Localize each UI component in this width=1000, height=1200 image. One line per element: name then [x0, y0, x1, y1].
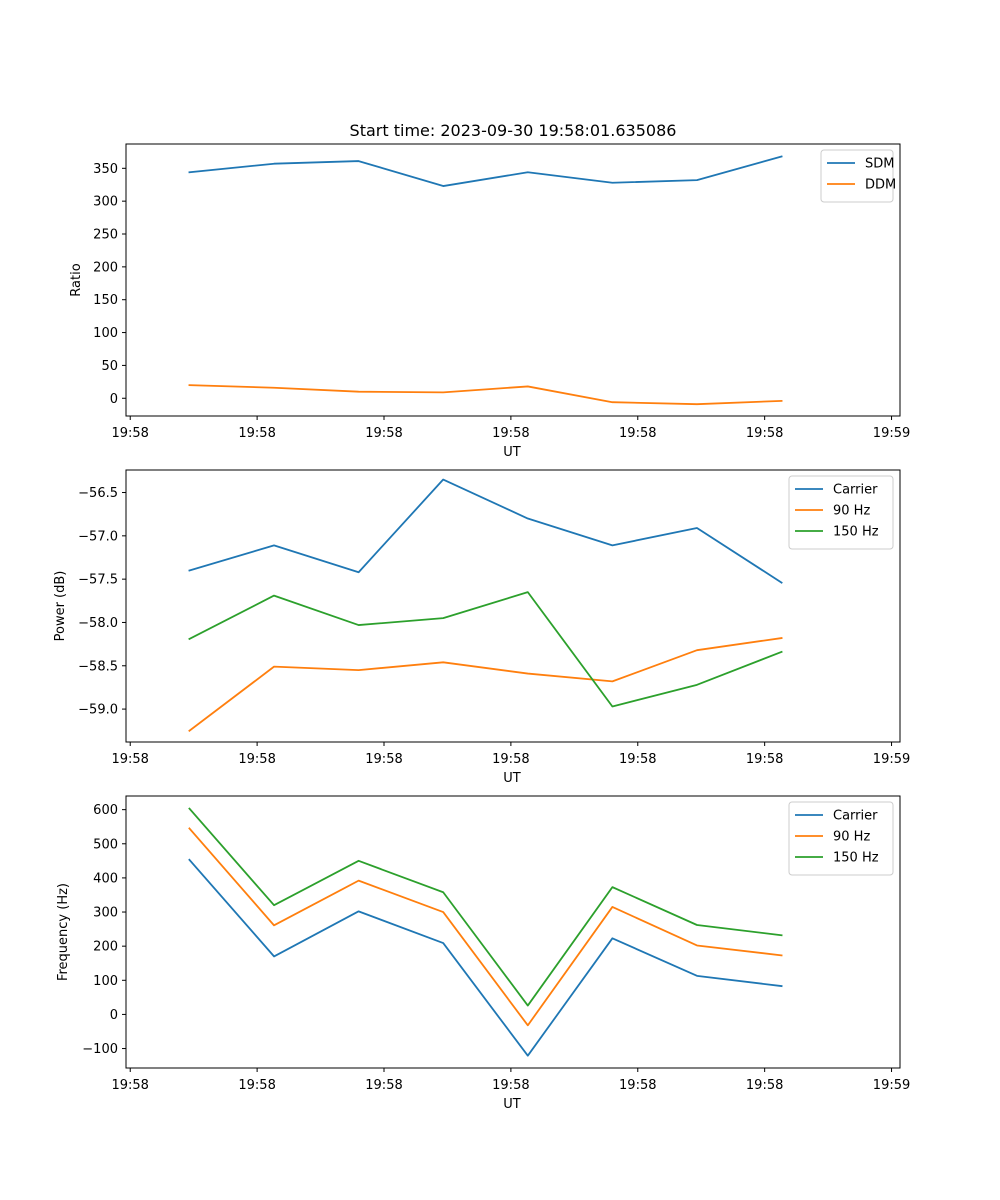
series-line-150-hz: [188, 807, 783, 1007]
legend-label: SDM: [865, 157, 894, 172]
x-tick-label: 19:58: [365, 426, 402, 441]
x-tick-label: 19:58: [619, 426, 656, 441]
y-tick-label: −58.5: [78, 659, 118, 674]
series-line-carrier: [188, 858, 783, 1057]
legend: SDM DDM: [820, 149, 896, 203]
series-line-90-hz: [188, 827, 783, 1027]
series-line-carrier: [188, 478, 783, 584]
x-tick-label: 19:59: [873, 752, 910, 767]
legend-label: DDM: [865, 178, 896, 193]
y-tick-label: 0: [110, 392, 118, 407]
x-tick-label: 19:59: [873, 426, 910, 441]
x-tick-label: 19:58: [492, 752, 529, 767]
x-tick-label: 19:58: [238, 426, 275, 441]
y-tick-label: 300: [93, 906, 118, 921]
legend-label: 150 Hz: [833, 525, 879, 540]
y-tick-label: 600: [93, 803, 118, 818]
x-tick-label: 19:58: [111, 752, 148, 767]
x-tick-label: 19:58: [619, 752, 656, 767]
y-tick-label: 100: [93, 326, 118, 341]
x-tick-label: 19:58: [746, 1078, 783, 1093]
y-tick-label: −59.0: [78, 703, 118, 718]
x-tick-label: 19:58: [365, 1078, 402, 1093]
y-axis-label: Frequency (Hz): [56, 883, 71, 981]
x-tick-label: 19:58: [619, 1078, 656, 1093]
x-axis-label: UT: [503, 1097, 521, 1112]
plot-frame: [125, 795, 901, 1069]
x-tick-label: 19:58: [746, 752, 783, 767]
x-tick-label: 19:58: [111, 426, 148, 441]
x-tick-label: 19:58: [111, 1078, 148, 1093]
legend-label: 90 Hz: [833, 504, 870, 519]
legend: Carrier 90 Hz 150 Hz: [788, 475, 894, 550]
x-tick-label: 19:58: [492, 426, 529, 441]
y-tick-label: 50: [101, 359, 118, 374]
series-line-sdm: [188, 155, 783, 187]
y-tick-label: −57.5: [78, 573, 118, 588]
x-tick-label: 19:58: [365, 752, 402, 767]
x-tick-label: 19:58: [238, 752, 275, 767]
y-axis-label: Ratio: [69, 263, 84, 296]
y-tick-label: −100: [82, 1042, 118, 1057]
x-axis-label: UT: [503, 771, 521, 786]
x-tick-label: 19:58: [746, 426, 783, 441]
series-line-ddm: [188, 384, 783, 406]
chart-title: Start time: 2023-09-30 19:58:01.635086: [350, 121, 677, 140]
y-tick-label: 150: [93, 293, 118, 308]
chart-panel-3: 19:58 19:58 19:58 19:58 19:58 19:58 19:59 −100 0…: [56, 795, 910, 1112]
y-tick-label: −57.0: [78, 529, 118, 544]
x-axis-label: UT: [503, 445, 521, 460]
y-tick-label: −56.5: [78, 486, 118, 501]
legend-label: 150 Hz: [833, 851, 879, 866]
y-tick-label: 500: [93, 837, 118, 852]
y-tick-label: 350: [93, 162, 118, 177]
y-tick-label: 100: [93, 974, 118, 989]
plot-frame: [125, 143, 901, 417]
series-line-150-hz: [188, 591, 783, 708]
x-tick-label: 19:59: [873, 1078, 910, 1093]
y-tick-label: −58.0: [78, 616, 118, 631]
chart-panel-1: 19:58 19:58 19:58 19:58 19:58 19:58 19:59 0 50 10…: [69, 143, 910, 460]
y-tick-label: 200: [93, 940, 118, 955]
y-tick-label: 400: [93, 871, 118, 886]
series-line-90-hz: [188, 637, 783, 733]
x-tick-label: 19:58: [492, 1078, 529, 1093]
y-tick-label: 250: [93, 228, 118, 243]
chart-panel-2: 19:58 19:58 19:58 19:58 19:58 19:58 19:59 −59.0…: [53, 469, 910, 786]
legend-label: Carrier: [833, 809, 878, 824]
legend-label: 90 Hz: [833, 830, 870, 845]
plot-frame: [125, 469, 901, 743]
x-tick-label: 19:58: [238, 1078, 275, 1093]
y-axis-label: Power (dB): [53, 571, 68, 642]
legend-label: Carrier: [833, 483, 878, 498]
y-tick-label: 300: [93, 195, 118, 210]
y-tick-label: 0: [110, 1008, 118, 1023]
legend: Carrier 90 Hz 150 Hz: [788, 801, 894, 876]
y-tick-label: 200: [93, 260, 118, 275]
